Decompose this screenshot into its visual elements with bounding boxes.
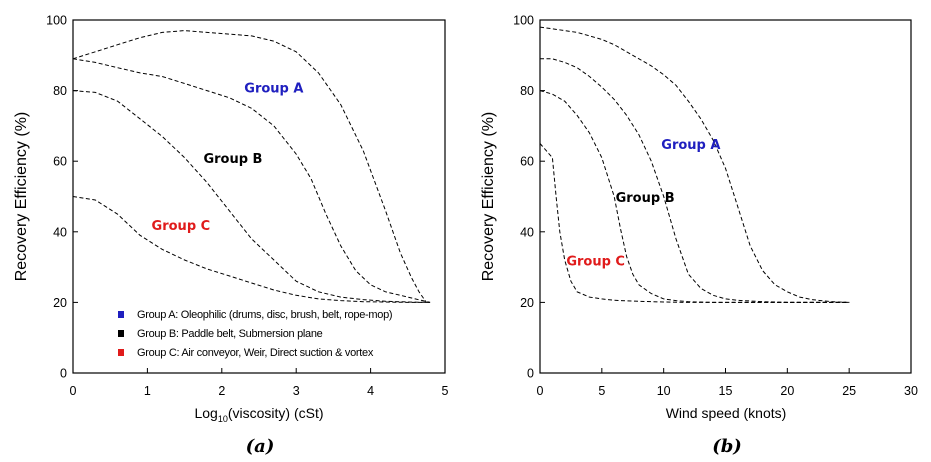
legend-swatch-a (118, 311, 124, 318)
x-tick-label: 10 (657, 384, 671, 398)
group-label-b: Group B (203, 152, 262, 167)
group-label-b: Group B (616, 191, 675, 206)
panel-label: (a) (246, 436, 275, 457)
plot-frame (539, 19, 912, 374)
x-tick-label: 0 (70, 384, 77, 398)
x-tick-label: 15 (719, 384, 733, 398)
x-tick-label: 1 (144, 384, 151, 398)
y-tick-label: 0 (527, 367, 534, 381)
x-tick-label: 2 (218, 384, 225, 398)
group-label-c: Group C (566, 254, 625, 269)
series-line-b-2 (72, 90, 431, 303)
group-label-c: Group C (152, 219, 211, 234)
series-line-a-0 (539, 26, 850, 303)
y-tick-label: 100 (513, 14, 534, 28)
chart-panel-b: 0 5 10 15 20 25 30 0 20 40 60 80 100 Recovery Efficie… (480, 14, 918, 458)
legend: Group A: Oleophilic (drums, disc, brush,… (118, 309, 393, 359)
x-tick-label: 4 (367, 384, 374, 398)
legend-swatch-b (118, 330, 124, 337)
y-tick-label: 80 (53, 84, 67, 98)
x-tick-label: 5 (442, 384, 449, 398)
x-tick-label: 25 (842, 384, 856, 398)
y-tick-label: 60 (53, 155, 67, 169)
legend-swatch-c (118, 349, 124, 356)
group-label-a: Group A (661, 138, 720, 153)
x-tick-label: 20 (780, 384, 794, 398)
group-label-a: Group A (244, 81, 303, 96)
y-tick-label: 40 (53, 225, 67, 239)
panel-label: (b) (712, 436, 742, 457)
y-tick-label: 80 (520, 84, 534, 98)
x-tick-label: 3 (293, 384, 300, 398)
legend-entry: Group C: Air conveyor, Weir, Direct suct… (137, 347, 374, 359)
y-tick-label: 20 (520, 296, 534, 310)
x-axis-label: Log10(viscosity) (cSt) (194, 405, 323, 424)
series-line-c-2 (539, 90, 850, 303)
chart-panel-a: 0 1 2 3 4 5 0 20 40 60 80 100 Recovery Efficiency (%… (13, 14, 449, 458)
series-line-c-3 (72, 196, 431, 303)
x-tick-label: 5 (598, 384, 605, 398)
y-axis-label: Recovery Efficiency (%) (13, 112, 30, 282)
y-tick-label: 100 (46, 14, 67, 28)
legend-entry: Group A: Oleophilic (drums, disc, brush,… (137, 309, 392, 321)
x-tick-label: 30 (904, 384, 918, 398)
series-line-d-3 (539, 143, 850, 303)
x-tick-label: 0 (537, 384, 544, 398)
x-axis-label: Wind speed (knots) (666, 405, 787, 421)
y-tick-label: 20 (53, 296, 67, 310)
y-tick-label: 0 (60, 367, 67, 381)
y-tick-label: 60 (520, 155, 534, 169)
y-axis-label: Recovery Efficiency (%) (480, 112, 497, 282)
series-line-a-1 (72, 58, 431, 303)
legend-entry: Group B: Paddle belt, Submersion plane (137, 328, 323, 340)
y-tick-label: 40 (520, 225, 534, 239)
